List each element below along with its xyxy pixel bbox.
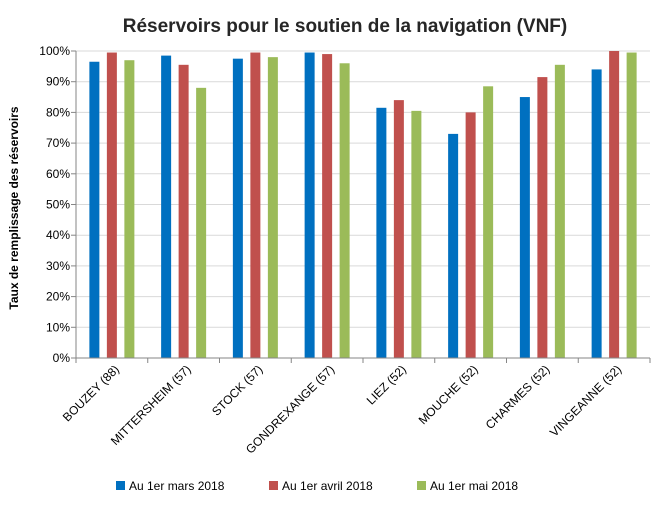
y-tick-label: 20% bbox=[46, 290, 70, 304]
legend-swatch bbox=[417, 481, 426, 490]
bar bbox=[411, 110, 422, 359]
legend-label: Au 1er mars 2018 bbox=[129, 479, 225, 493]
bar bbox=[626, 52, 637, 358]
bar bbox=[376, 107, 387, 358]
y-tick-label: 40% bbox=[46, 228, 70, 242]
bar bbox=[519, 97, 530, 359]
x-tick-label: BOUZEY (88) bbox=[60, 362, 122, 424]
bar bbox=[448, 133, 459, 358]
bar bbox=[178, 64, 189, 358]
y-axis-label: Taux de remplissage des réservoirs bbox=[7, 106, 21, 310]
x-tick-label: MITTERSHEIM (57) bbox=[108, 362, 194, 448]
bar bbox=[537, 77, 548, 358]
bar bbox=[322, 54, 333, 358]
bar bbox=[232, 58, 243, 359]
bar bbox=[304, 52, 315, 358]
bar bbox=[609, 51, 620, 358]
x-tick-label: MOUCHE (52) bbox=[416, 362, 481, 427]
y-tick-label: 70% bbox=[46, 136, 70, 150]
bar bbox=[339, 63, 350, 358]
x-tick-label: LIEZ (52) bbox=[364, 362, 409, 407]
bar bbox=[89, 61, 100, 359]
bar bbox=[196, 87, 207, 358]
y-tick-label: 30% bbox=[46, 259, 70, 273]
legend-swatch bbox=[116, 481, 125, 490]
y-tick-label: 80% bbox=[46, 105, 70, 119]
y-tick-label: 10% bbox=[46, 320, 70, 334]
y-tick-label: 50% bbox=[46, 198, 70, 212]
x-tick-label: CHARMES (52) bbox=[483, 362, 553, 432]
bar bbox=[591, 69, 602, 359]
chart-title: Réservoirs pour le soutien de la navigat… bbox=[123, 16, 567, 37]
x-tick-label: STOCK (57) bbox=[209, 362, 265, 418]
y-tick-label: 60% bbox=[46, 167, 70, 181]
y-tick-label: 90% bbox=[46, 75, 70, 89]
bar bbox=[483, 86, 494, 359]
legend-label: Au 1er mai 2018 bbox=[430, 479, 518, 493]
bar bbox=[267, 57, 278, 358]
legend-label: Au 1er avril 2018 bbox=[282, 479, 373, 493]
bar bbox=[161, 55, 172, 358]
y-tick-label: 100% bbox=[39, 44, 70, 58]
bar bbox=[124, 60, 135, 359]
y-tick-label: 0% bbox=[53, 351, 71, 365]
bars bbox=[89, 51, 637, 359]
bar bbox=[106, 52, 117, 358]
bar bbox=[554, 64, 565, 358]
gridlines bbox=[76, 50, 650, 359]
bar bbox=[250, 52, 261, 358]
bar bbox=[465, 112, 476, 359]
legend: Au 1er mars 2018 Au 1er avril 2018 Au 1er … bbox=[116, 479, 518, 493]
x-tick-label: VINGEANNE (52) bbox=[547, 362, 624, 439]
bar bbox=[393, 100, 404, 359]
legend-swatch bbox=[269, 481, 278, 490]
